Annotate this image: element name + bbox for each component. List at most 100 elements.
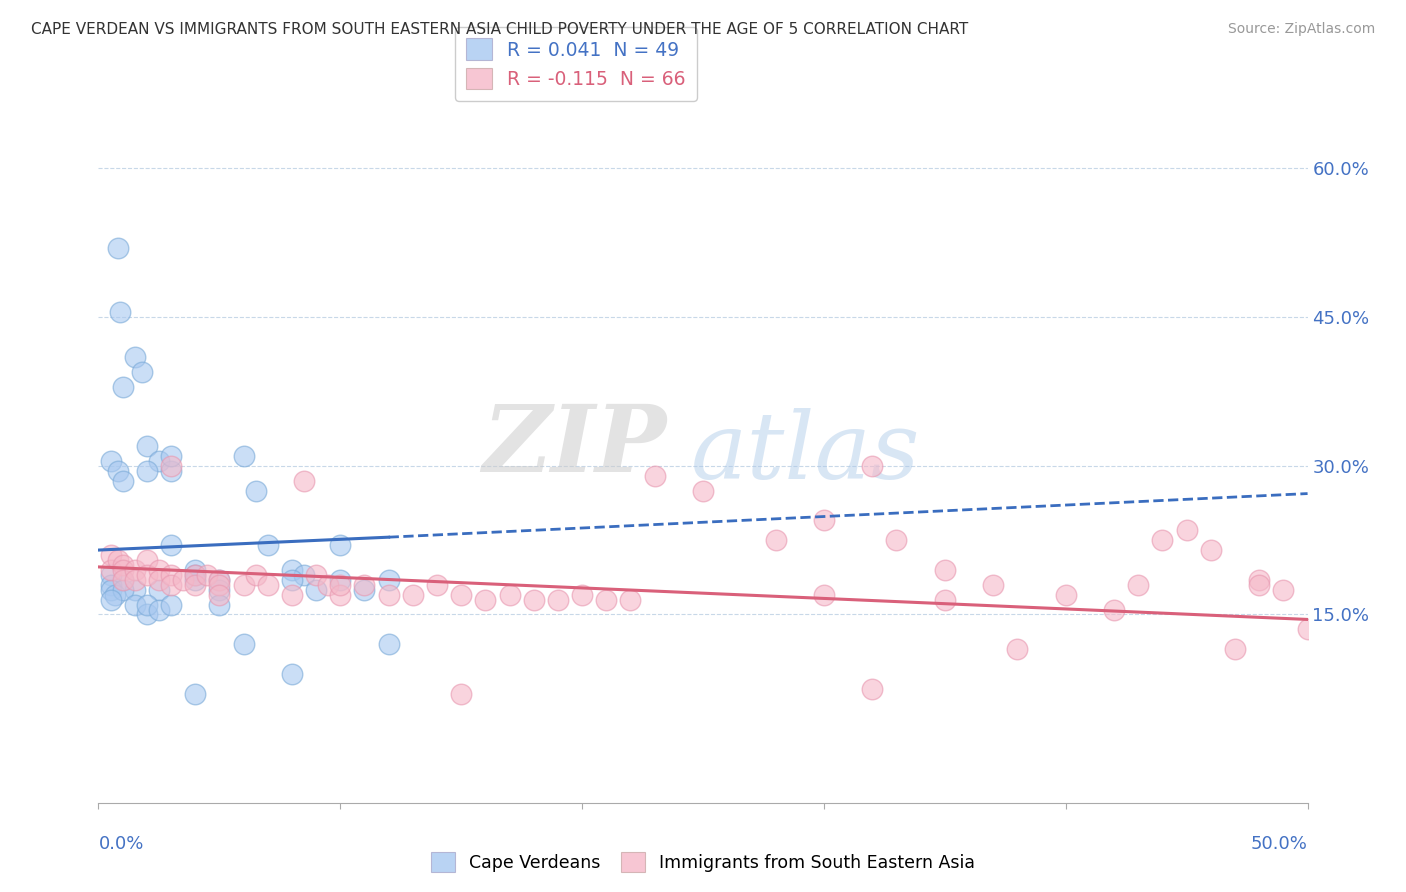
Point <box>305 567 328 582</box>
Point <box>1249 573 1271 587</box>
Point <box>595 592 617 607</box>
Point <box>100 578 122 592</box>
Point <box>1272 582 1295 597</box>
Point <box>124 350 146 364</box>
Point <box>160 458 183 473</box>
Point <box>160 449 183 463</box>
Point <box>104 588 127 602</box>
Point <box>329 573 352 587</box>
Point <box>329 588 352 602</box>
Point <box>135 464 157 478</box>
Point <box>860 681 883 696</box>
Point <box>377 588 399 602</box>
Point <box>377 637 399 651</box>
Legend: Cape Verdeans, Immigrants from South Eastern Asia: Cape Verdeans, Immigrants from South Eas… <box>423 845 983 879</box>
Point <box>281 563 304 577</box>
Text: CAPE VERDEAN VS IMMIGRANTS FROM SOUTH EASTERN ASIA CHILD POVERTY UNDER THE AGE O: CAPE VERDEAN VS IMMIGRANTS FROM SOUTH EA… <box>31 22 969 37</box>
Point <box>160 598 183 612</box>
Point <box>124 582 146 597</box>
Point <box>135 439 157 453</box>
Point <box>184 563 207 577</box>
Point <box>135 553 157 567</box>
Point <box>498 588 520 602</box>
Point <box>100 592 122 607</box>
Point <box>111 573 134 587</box>
Point <box>124 598 146 612</box>
Point <box>135 598 157 612</box>
Point <box>111 582 134 597</box>
Legend: R = 0.041  N = 49, R = -0.115  N = 66: R = 0.041 N = 49, R = -0.115 N = 66 <box>456 28 697 101</box>
Point <box>450 687 472 701</box>
Point <box>124 573 146 587</box>
Point <box>148 454 170 468</box>
Point <box>100 567 122 582</box>
Point <box>148 573 170 587</box>
Point <box>426 578 449 592</box>
Point <box>124 563 146 577</box>
Point <box>1152 533 1174 548</box>
Point <box>100 454 122 468</box>
Point <box>571 588 593 602</box>
Point <box>329 578 352 592</box>
Point <box>172 573 194 587</box>
Point <box>131 365 153 379</box>
Text: Source: ZipAtlas.com: Source: ZipAtlas.com <box>1227 22 1375 37</box>
Point <box>107 464 129 478</box>
Point <box>184 567 207 582</box>
Point <box>523 592 546 607</box>
Point <box>1054 588 1077 602</box>
Point <box>281 588 304 602</box>
Point <box>1007 642 1029 657</box>
Point <box>692 483 714 498</box>
Point <box>232 578 254 592</box>
Point <box>644 468 666 483</box>
Point <box>148 602 170 616</box>
Point <box>450 588 472 602</box>
Point <box>377 573 399 587</box>
Point <box>474 592 496 607</box>
Point <box>1296 623 1319 637</box>
Point <box>148 563 170 577</box>
Point <box>111 563 134 577</box>
Point <box>160 538 183 552</box>
Point <box>160 578 183 592</box>
Point <box>245 567 267 582</box>
Point <box>195 567 218 582</box>
Point <box>281 667 304 681</box>
Point <box>292 567 315 582</box>
Point <box>108 305 131 319</box>
Point <box>981 578 1004 592</box>
Point <box>208 573 231 587</box>
Point <box>184 578 207 592</box>
Point <box>245 483 267 498</box>
Point <box>292 474 315 488</box>
Point <box>135 607 157 622</box>
Point <box>934 592 956 607</box>
Point <box>148 582 170 597</box>
Point <box>619 592 641 607</box>
Point <box>100 548 122 562</box>
Point <box>886 533 908 548</box>
Point <box>1175 523 1198 537</box>
Point <box>184 567 207 582</box>
Point <box>860 458 883 473</box>
Point <box>160 464 183 478</box>
Point <box>256 578 278 592</box>
Point <box>934 563 956 577</box>
Point <box>232 449 254 463</box>
Point <box>160 567 183 582</box>
Point <box>100 582 122 597</box>
Point <box>813 513 835 527</box>
Point <box>107 553 129 567</box>
Point <box>208 582 231 597</box>
Point <box>100 563 122 577</box>
Point <box>111 573 134 587</box>
Text: 50.0%: 50.0% <box>1251 835 1308 853</box>
Point <box>813 588 835 602</box>
Point <box>1128 578 1150 592</box>
Point <box>305 582 328 597</box>
Point <box>111 558 134 572</box>
Point <box>111 379 134 393</box>
Point <box>1102 602 1125 616</box>
Point <box>1223 642 1246 657</box>
